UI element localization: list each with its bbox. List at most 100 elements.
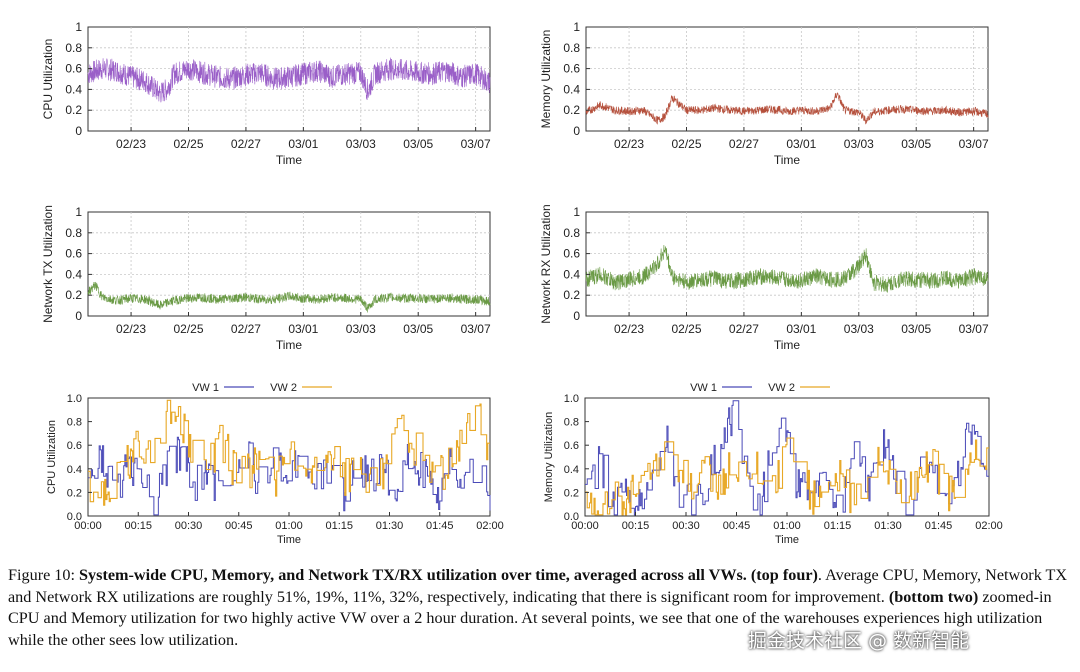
y-tick-label: 1 xyxy=(75,205,82,219)
y-tick-label: 0.8 xyxy=(65,41,82,55)
y-tick-label: 1.0 xyxy=(564,393,579,405)
x-axis-label: Time xyxy=(774,153,801,167)
x-axis-label: Time xyxy=(277,534,301,546)
y-tick-labels: 0 0.2 0.4 0.6 0.8 1 xyxy=(563,20,590,138)
y-tick-label: 1 xyxy=(573,20,580,34)
y-tick-labels: 0 0.2 0.4 0.6 0.8 1 xyxy=(65,205,92,323)
x-tick-labels: 02/23 02/25 02/27 03/01 03/03 03/05 03/07 xyxy=(116,127,491,151)
x-tick-label: 02/27 xyxy=(729,322,759,336)
series-line xyxy=(87,57,491,103)
y-tick-label: 0.4 xyxy=(563,82,580,96)
y-axis-label: CPU Utilization xyxy=(41,39,55,120)
x-tick-label: 00:00 xyxy=(571,520,599,532)
x-tick-label: 03/01 xyxy=(288,137,318,151)
x-axis-label: Time xyxy=(276,153,303,167)
y-tick-label: 0.6 xyxy=(563,62,580,76)
legend-label: VW 2 xyxy=(768,382,795,394)
x-tick-label: 01:45 xyxy=(426,520,454,532)
y-tick-label: 0.6 xyxy=(564,440,579,452)
x-tick-label: 02/25 xyxy=(173,137,203,151)
y-tick-label: 0.0 xyxy=(67,511,82,523)
series-marks xyxy=(87,57,491,103)
y-tick-labels: 0.0 0.2 0.4 0.6 0.8 1.0 xyxy=(564,393,589,523)
y-tick-label: 0.4 xyxy=(67,464,82,476)
x-tick-label: 02/25 xyxy=(671,322,701,336)
caption-text-2: zoomed-in CPU and Memory utilization for… xyxy=(8,587,1052,649)
x-tick-label: 02/23 xyxy=(116,137,146,151)
x-tick-label: 00:30 xyxy=(175,520,203,532)
y-tick-label: 0.8 xyxy=(563,226,580,240)
series-marks xyxy=(88,399,491,516)
y-tick-label: 0 xyxy=(573,309,580,323)
y-axis-label: Memory Utilization xyxy=(539,30,553,129)
legend-label: VW 2 xyxy=(270,382,297,394)
y-tick-labels: 0 0.2 0.4 0.6 0.8 1 xyxy=(65,20,92,138)
series-marks xyxy=(585,245,989,294)
caption-bold-bottom: (bottom two) xyxy=(888,587,979,606)
memory-vw-panel: VW 1 VW 2 0.00.20.40.60.81.0 00:00 00:15 00… xyxy=(543,382,1003,546)
x-tick-label: 02/27 xyxy=(729,137,759,151)
y-tick-label: 1 xyxy=(573,205,580,219)
x-tick-label: 03/03 xyxy=(346,322,376,336)
y-tick-label: 0.4 xyxy=(65,82,82,96)
x-tick-label: 03/03 xyxy=(844,137,874,151)
x-tick-label: 01:00 xyxy=(773,520,801,532)
x-tick-label: 00:30 xyxy=(672,520,700,532)
x-tick-label: 03/01 xyxy=(786,137,816,151)
x-tick-label: 00:45 xyxy=(723,520,751,532)
y-tick-label: 0.8 xyxy=(564,417,579,429)
x-tick-label: 01:30 xyxy=(376,520,404,532)
y-tick-label: 0.6 xyxy=(563,247,580,261)
y-tick-label: 0 xyxy=(75,124,82,138)
y-tick-label: 1 xyxy=(75,20,82,34)
y-tick-label: 1.0 xyxy=(67,393,82,405)
y-tick-label: 0.2 xyxy=(563,288,580,302)
x-tick-labels: 00:00 00:15 00:30 00:45 01:00 01:15 01:30 01:45… xyxy=(74,512,504,532)
caption-label: Figure 10: xyxy=(8,566,75,584)
x-tick-label: 02/25 xyxy=(671,137,701,151)
x-tick-label: 03/05 xyxy=(901,322,931,336)
plot-frame xyxy=(87,211,491,317)
y-tick-label: 0.4 xyxy=(564,464,579,476)
series-line xyxy=(585,92,989,125)
x-tick-label: 02/25 xyxy=(173,322,203,336)
x-tick-label: 03/01 xyxy=(288,322,318,336)
cpu-vw-panel: VW 1 VW 2 0.00.20.40.60.81.0 00:00 00:15 00… xyxy=(46,382,504,546)
y-tick-label: 0.4 xyxy=(65,267,82,281)
x-tick-label: 01:30 xyxy=(874,520,902,532)
x-tick-labels: 02/23 02/25 02/27 03/01 03/03 03/05 03/07 xyxy=(614,312,989,336)
figure-charts: 0 0.2 0.4 0.6 0.8 1 02/23 02/25 02/27 03/01 03/03… xyxy=(41,20,1003,546)
grid xyxy=(586,212,988,316)
x-tick-label: 03/03 xyxy=(346,137,376,151)
x-tick-labels: 00:00 00:15 00:30 00:45 01:00 01:15 01:30 01:45… xyxy=(571,512,1003,532)
x-axis-label: Time xyxy=(774,338,801,352)
y-tick-label: 0.6 xyxy=(65,62,82,76)
grid xyxy=(88,212,490,316)
memory-utilization-panel: 0 0.2 0.4 0.6 0.8 1 02/23 02/25 02/27 03/01 03/03… xyxy=(539,20,989,167)
x-tick-label: 03/05 xyxy=(403,137,433,151)
x-tick-label: 01:45 xyxy=(925,520,953,532)
series-line xyxy=(585,245,989,294)
figure-caption: Figure 10: System-wide CPU, Memory, and … xyxy=(8,565,1073,651)
y-tick-label: 0.2 xyxy=(65,288,82,302)
y-tick-labels: 0 0.2 0.4 0.6 0.8 1 xyxy=(563,205,590,323)
y-tick-labels: 0.0 0.2 0.4 0.6 0.8 1.0 xyxy=(67,393,92,523)
plot-frame xyxy=(585,211,989,317)
x-tick-label: 03/01 xyxy=(786,322,816,336)
x-tick-label: 01:15 xyxy=(325,520,353,532)
x-axis-label: Time xyxy=(276,338,303,352)
series-line-2 xyxy=(585,437,989,516)
x-tick-label: 02/27 xyxy=(231,137,261,151)
y-tick-label: 0.8 xyxy=(563,41,580,55)
series-line-1 xyxy=(585,400,989,516)
series-marks xyxy=(585,92,989,125)
y-tick-label: 0.6 xyxy=(65,247,82,261)
series-marks xyxy=(87,281,491,313)
caption-text-1: . Average CPU, Memory, Network TX and Ne… xyxy=(8,566,1068,606)
y-tick-label: 0.2 xyxy=(65,103,82,117)
x-tick-label: 02:00 xyxy=(476,520,504,532)
legend-label: VW 1 xyxy=(690,382,717,394)
series-line xyxy=(87,281,491,313)
y-tick-label: 0.8 xyxy=(65,226,82,240)
network-tx-utilization-panel: 0 0.2 0.4 0.6 0.8 1 02/23 02/25 02/27 03/01 03/03… xyxy=(41,205,491,352)
